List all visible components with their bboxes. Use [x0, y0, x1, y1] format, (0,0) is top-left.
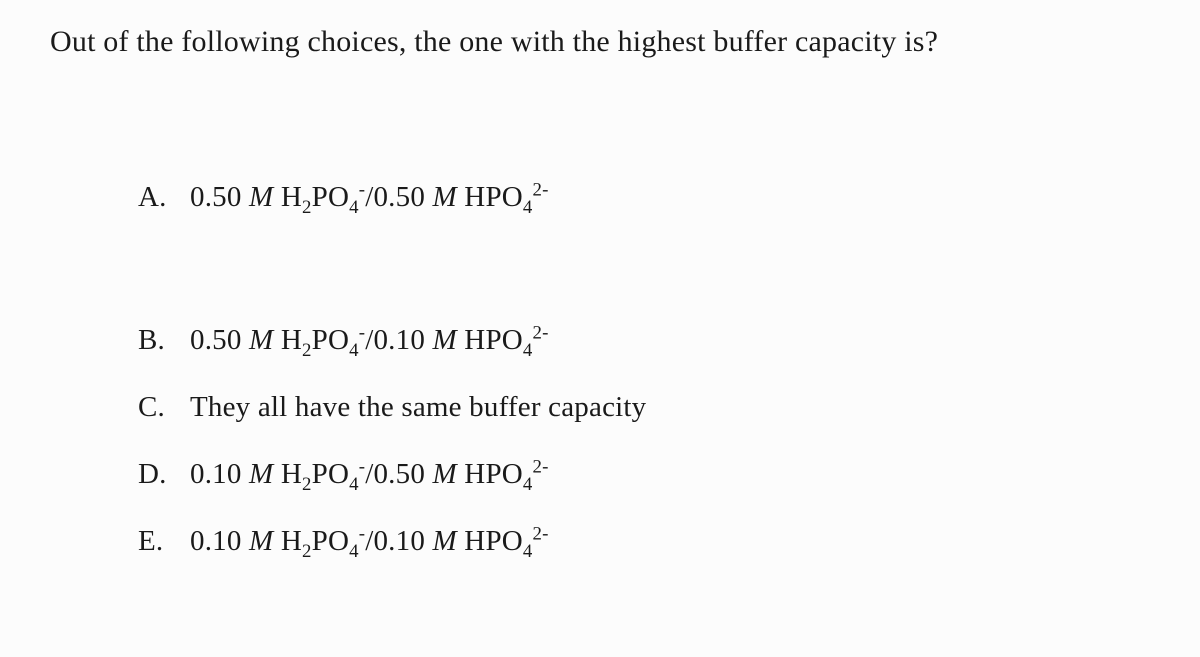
choice-letter: A.	[138, 181, 190, 214]
choice-d[interactable]: D. 0.10 M H2PO4-/0.50 M HPO42-	[138, 458, 1150, 491]
choice-a[interactable]: A. 0.50 M H2PO4-/0.50 M HPO42-	[138, 181, 1150, 214]
choice-e[interactable]: E. 0.10 M H2PO4-/0.10 M HPO42-	[138, 525, 1150, 558]
choice-letter: E.	[138, 525, 190, 558]
answer-choices: A. 0.50 M H2PO4-/0.50 M HPO42- B. 0.50 M…	[138, 181, 1150, 558]
choice-text: 0.10 M H2PO4-/0.50 M HPO42-	[190, 458, 1150, 491]
choice-text: 0.10 M H2PO4-/0.10 M HPO42-	[190, 525, 1150, 558]
question-page: Out of the following choices, the one wi…	[0, 0, 1200, 657]
choice-text: 0.50 M H2PO4-/0.10 M HPO42-	[190, 324, 1150, 357]
choice-text: 0.50 M H2PO4-/0.50 M HPO42-	[190, 181, 1150, 214]
choice-letter: D.	[138, 458, 190, 491]
choice-c[interactable]: C. They all have the same buffer capacit…	[138, 391, 1150, 424]
choice-letter: C.	[138, 391, 190, 424]
question-stem: Out of the following choices, the one wi…	[50, 22, 1150, 61]
choice-b[interactable]: B. 0.50 M H2PO4-/0.10 M HPO42-	[138, 324, 1150, 357]
choice-text: They all have the same buffer capacity	[190, 391, 1150, 424]
choice-letter: B.	[138, 324, 190, 357]
